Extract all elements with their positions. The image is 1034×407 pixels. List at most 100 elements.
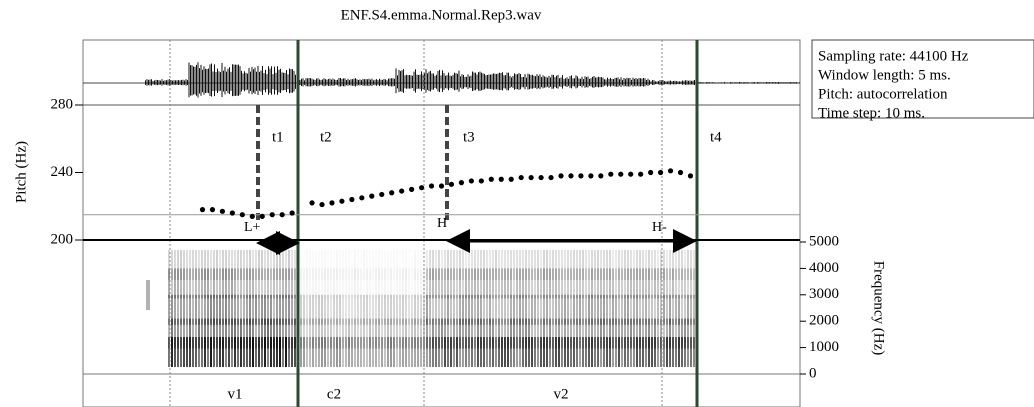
- spectrogram-cell: [561, 249, 563, 280]
- spectrogram-cell: [411, 318, 413, 349]
- spectrogram-cell: [588, 268, 590, 299]
- spectrogram-cell: [195, 318, 197, 349]
- spectrogram-cell: [285, 249, 287, 280]
- pitch-point: [369, 193, 375, 199]
- spectrogram-cell: [318, 337, 320, 368]
- pitch-point: [339, 198, 345, 204]
- spectrogram-cell: [594, 337, 596, 368]
- spectrogram-cell: [357, 318, 359, 349]
- spectrogram-cell: [195, 337, 197, 368]
- spectrogram-cell: [234, 318, 236, 349]
- spectrogram-cell: [441, 294, 443, 325]
- spectrogram-cell: [303, 250, 305, 280]
- spectrogram-cell: [279, 318, 281, 349]
- spectrogram-cell: [258, 268, 260, 299]
- spectrogram-cell: [456, 294, 458, 325]
- spectrogram-cell: [501, 268, 503, 299]
- spectrogram-cell: [630, 268, 632, 299]
- spectrogram-cell: [588, 294, 590, 325]
- spectrogram-cell: [471, 337, 473, 368]
- spectrogram-cell: [300, 268, 302, 299]
- spectrogram-cell: [177, 294, 179, 325]
- pitch-point: [418, 185, 425, 191]
- pitch-point: [229, 210, 235, 216]
- spectrogram-cell: [456, 337, 458, 368]
- spectrogram-cell: [495, 268, 497, 299]
- spectrogram-cell: [693, 337, 695, 368]
- spectrogram-cell: [636, 249, 638, 280]
- spectrogram-cell: [681, 294, 683, 325]
- spectrogram-cell: [588, 318, 590, 349]
- spectrogram-cell: [146, 280, 150, 310]
- spectrogram-cell: [573, 337, 575, 368]
- interval-label: t4: [710, 129, 722, 145]
- spectrogram-cell: [222, 294, 224, 325]
- spectrogram-cell: [372, 337, 374, 368]
- spectrogram-cell: [381, 250, 383, 280]
- spectrogram-cell: [231, 294, 233, 325]
- spectrogram-cell: [537, 318, 539, 349]
- spectrogram-cell: [612, 337, 614, 368]
- spectrogram-cell: [435, 337, 437, 368]
- spectrogram-cell: [237, 337, 239, 368]
- spectrogram-cell: [360, 318, 362, 349]
- spectrogram-cell: [471, 268, 473, 299]
- spectrogram-cell: [606, 337, 608, 368]
- spectrogram-cell: [522, 337, 524, 368]
- spectrogram-cell: [273, 337, 275, 368]
- spectrogram-cell: [612, 318, 614, 349]
- spectrogram-cell: [594, 294, 596, 325]
- spectrogram-cell: [537, 268, 539, 299]
- decor: [82, 39, 1034, 407]
- spectrogram-cell: [660, 337, 662, 368]
- spectrogram-cell: [534, 318, 536, 349]
- spectrogram-cell: [198, 268, 200, 299]
- spectrogram-cell: [447, 294, 449, 325]
- spectrogram-cell: [639, 318, 641, 349]
- spectrogram-cell: [252, 249, 254, 280]
- pitch-point: [628, 171, 634, 177]
- spectrogram-cell: [678, 337, 680, 368]
- spectrogram-cell: [465, 268, 467, 299]
- spectrogram-cell: [684, 249, 686, 280]
- spectrogram-cell: [333, 294, 335, 325]
- spectrogram-cell: [516, 268, 518, 299]
- spectrogram-cell: [441, 318, 443, 349]
- spectrogram-cell: [246, 318, 248, 349]
- spectrogram-cell: [498, 294, 500, 325]
- spectrogram-cell: [459, 294, 461, 325]
- spectrogram-cell: [687, 268, 689, 299]
- spectrogram-cell: [606, 268, 608, 299]
- spectrogram-cell: [567, 337, 569, 368]
- spectrogram-cell: [621, 318, 623, 349]
- spectrogram-cell: [579, 268, 581, 299]
- spectrogram-cell: [615, 294, 617, 325]
- spectrogram-cell: [204, 268, 206, 299]
- spectrogram-cell: [225, 294, 227, 325]
- spectrogram-cell: [528, 318, 530, 349]
- spectrogram-cell: [540, 337, 542, 368]
- spectrogram-cell: [387, 294, 389, 325]
- spectrogram-cell: [213, 294, 215, 325]
- spectrogram-cell: [690, 294, 692, 325]
- spectrogram-cell: [219, 337, 221, 368]
- spectrogram-cell: [456, 268, 458, 299]
- spectrogram-cell: [573, 294, 575, 325]
- spectrogram-cell: [432, 294, 434, 325]
- spectrogram-cell: [444, 337, 446, 368]
- spectrogram-cell: [276, 294, 278, 325]
- spectrogram-cell: [363, 250, 365, 280]
- spectrogram-cell: [306, 337, 308, 368]
- spectrogram-cell: [288, 268, 290, 299]
- spectrogram-cell: [243, 268, 245, 299]
- pitch-point: [379, 191, 385, 198]
- spectrogram-cell: [261, 337, 263, 368]
- spectrogram-cell: [459, 337, 461, 368]
- spectrogram-cell: [576, 268, 578, 299]
- spectrogram-cell: [474, 337, 476, 368]
- spectrogram-cell: [549, 268, 551, 299]
- spectrogram-cell: [378, 337, 380, 368]
- spectrogram-cell: [414, 268, 416, 299]
- spectrogram-cell: [492, 337, 494, 368]
- spectrogram-cell: [279, 268, 281, 299]
